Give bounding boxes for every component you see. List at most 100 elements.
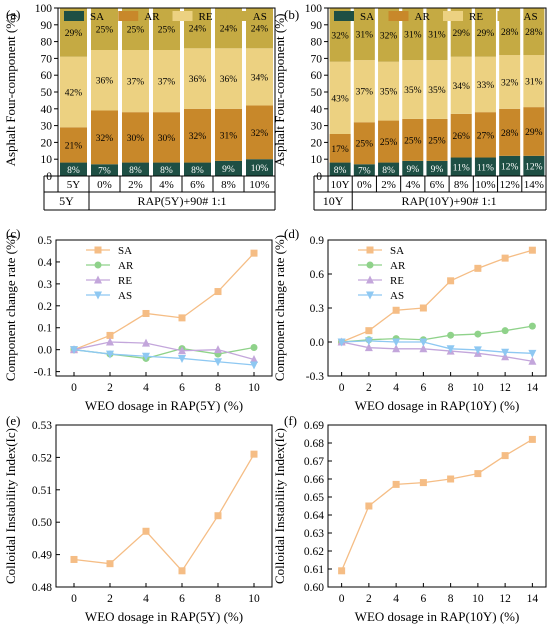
y-tick-label: 10 bbox=[41, 154, 53, 166]
x-tick-label: 10 bbox=[472, 593, 484, 605]
data-label: 27% bbox=[477, 131, 495, 141]
data-label: 34% bbox=[453, 82, 471, 92]
y-tick-label: 20 bbox=[41, 137, 53, 149]
x-tick-label: 6 bbox=[179, 593, 185, 605]
series-line bbox=[341, 341, 533, 362]
data-label: 31% bbox=[428, 31, 446, 41]
data-label: 31% bbox=[525, 78, 543, 88]
data-point bbox=[250, 450, 258, 458]
bar-segment-sa bbox=[426, 160, 448, 176]
y-tick-label: 0.4 bbox=[38, 257, 53, 269]
bar-segment-re bbox=[378, 61, 400, 121]
y-tick-label: 50 bbox=[311, 87, 323, 99]
data-label: 34% bbox=[251, 73, 269, 83]
legend-marker bbox=[366, 246, 374, 254]
x-tick-label: 8% bbox=[221, 179, 236, 191]
data-label: 35% bbox=[380, 88, 398, 98]
x-tick-label: 10Y bbox=[331, 179, 350, 191]
data-label: 33% bbox=[477, 81, 495, 91]
x-axis-label: WEO dosage in RAP(10Y) (%) bbox=[355, 398, 520, 413]
data-label: 32% bbox=[380, 31, 398, 41]
y-tick-label: 20 bbox=[311, 137, 323, 149]
bar-segment-ar bbox=[523, 107, 545, 156]
bar-segment-ar bbox=[426, 118, 448, 161]
panel-label: (b) bbox=[284, 7, 299, 22]
legend-label: RE bbox=[469, 11, 483, 23]
data-label: 28% bbox=[501, 28, 519, 38]
bar-segment-re bbox=[122, 50, 149, 113]
data-point bbox=[528, 246, 536, 254]
data-label: 29% bbox=[453, 29, 471, 39]
bar-segment-ar bbox=[153, 112, 180, 163]
x-tick-label: 12 bbox=[499, 593, 511, 605]
bar-segment-re bbox=[153, 50, 180, 113]
y-axis-label: Component change rate (%) bbox=[272, 235, 287, 381]
bar-segment-re bbox=[215, 48, 242, 109]
bar-segment-re bbox=[60, 56, 87, 128]
y-tick-label: 100 bbox=[35, 3, 53, 15]
y-tick-label: 0.3 bbox=[310, 303, 325, 315]
y-tick-label: 0.61 bbox=[304, 564, 324, 576]
series-line bbox=[341, 249, 533, 343]
bar-segment-as bbox=[378, 8, 400, 62]
data-point bbox=[142, 309, 150, 317]
bar-segment-sa bbox=[523, 155, 545, 176]
data-label: 35% bbox=[404, 86, 422, 96]
data-point bbox=[528, 322, 536, 330]
bar-segment-ar bbox=[499, 108, 521, 156]
data-label: 8% bbox=[191, 166, 204, 176]
data-point bbox=[106, 337, 114, 346]
x-axis-label: WEO dosage in RAP(10Y) (%) bbox=[355, 609, 520, 624]
panel-label: (c) bbox=[6, 226, 20, 241]
x-tick-label: 14 bbox=[527, 382, 539, 394]
y-tick-label: 0.68 bbox=[304, 438, 324, 450]
data-label: 36% bbox=[220, 75, 238, 85]
data-point bbox=[365, 502, 373, 510]
bar-segment-ar bbox=[329, 134, 351, 163]
data-label: 28% bbox=[501, 129, 519, 139]
y-tick-label: 0.53 bbox=[32, 420, 52, 432]
x-tick-label: 10 bbox=[472, 382, 484, 394]
bar-segment-ar bbox=[215, 108, 242, 161]
bar-segment-re bbox=[353, 60, 375, 123]
data-point bbox=[178, 354, 186, 363]
data-point bbox=[528, 349, 537, 358]
x-axis-label: WEO dosage in RAP(5Y) (%) bbox=[85, 609, 243, 624]
data-point bbox=[447, 475, 455, 483]
x-tick-label: 2 bbox=[107, 593, 113, 605]
data-point bbox=[142, 527, 150, 535]
bar-segment-as bbox=[246, 8, 273, 49]
bar-segment-sa bbox=[378, 162, 400, 176]
bar-segment-re bbox=[474, 56, 496, 113]
y-tick-label: 10 bbox=[311, 154, 323, 166]
y-tick-label: 0.1 bbox=[38, 323, 53, 335]
data-label: 32% bbox=[96, 134, 114, 144]
y-tick-label: 0.64 bbox=[304, 510, 324, 522]
data-point bbox=[178, 567, 186, 575]
data-point bbox=[214, 512, 222, 520]
data-label: 25% bbox=[380, 138, 398, 148]
y-tick-label: 0.0 bbox=[310, 337, 325, 349]
x-tick-label: 5Y bbox=[67, 179, 81, 191]
plot-frame bbox=[327, 7, 547, 177]
x-tick-label: 10 bbox=[248, 593, 260, 605]
x-tick-label: 4 bbox=[143, 593, 149, 605]
x-tick-label: 0 bbox=[71, 382, 77, 394]
legend-label: AR bbox=[118, 260, 134, 272]
plot-frame bbox=[57, 7, 276, 177]
data-point bbox=[501, 348, 510, 357]
plot-frame bbox=[55, 239, 273, 377]
data-point bbox=[106, 560, 114, 568]
data-point bbox=[70, 555, 78, 563]
x-tick-label: 12% bbox=[500, 179, 520, 191]
series-line bbox=[73, 453, 255, 572]
data-label: 37% bbox=[127, 78, 145, 88]
data-label: 29% bbox=[525, 128, 543, 138]
series-line bbox=[341, 325, 533, 343]
data-label: 29% bbox=[65, 29, 83, 39]
data-label: 7% bbox=[98, 167, 111, 177]
x-axis-label: WEO dosage in RAP(5Y) (%) bbox=[85, 398, 243, 413]
y-tick-label: 0.5 bbox=[38, 235, 53, 247]
data-label: 8% bbox=[382, 166, 395, 176]
data-point bbox=[106, 350, 114, 359]
